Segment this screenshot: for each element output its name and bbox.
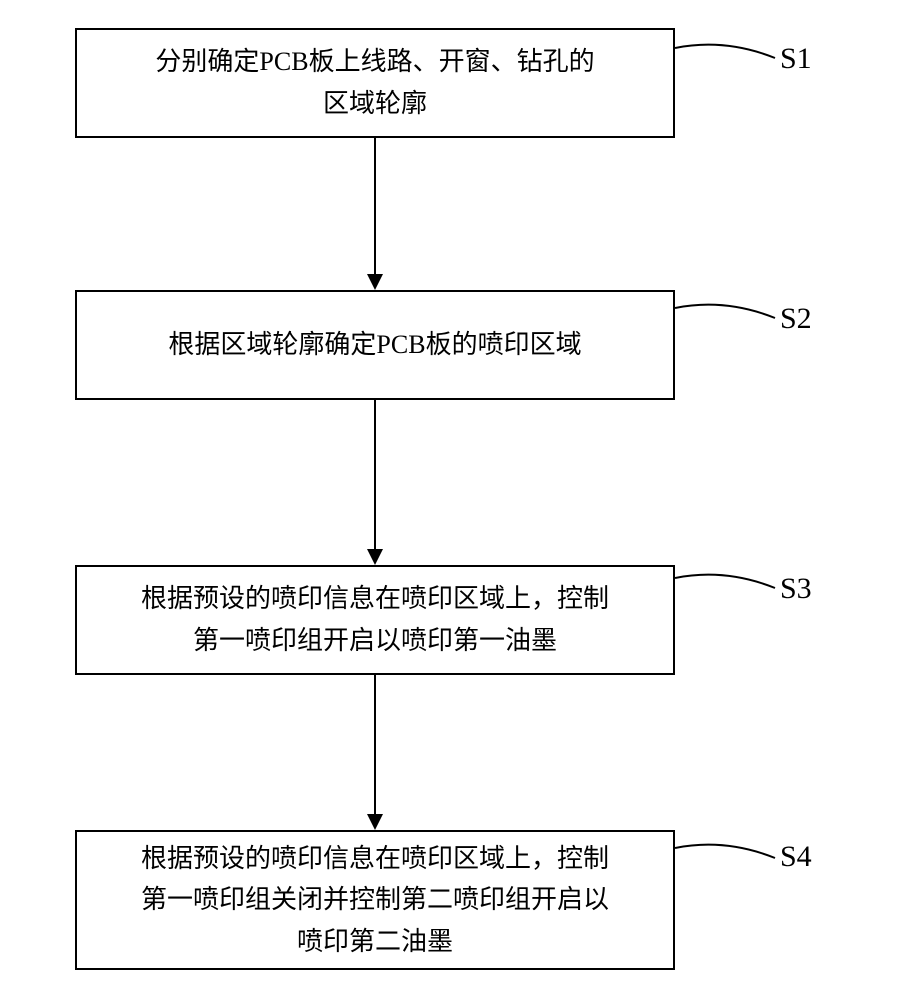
flow-box-s4: 根据预设的喷印信息在喷印区域上，控制 第一喷印组关闭并控制第二喷印组开启以 喷印… [75,830,675,970]
flow-text-s2: 根据区域轮廓确定PCB板的喷印区域 [168,324,581,366]
flow-text-s4: 根据预设的喷印信息在喷印区域上，控制 第一喷印组关闭并控制第二喷印组开启以 喷印… [141,838,609,963]
step-label-s3: S3 [780,572,812,606]
step-label-s1: S1 [780,42,812,76]
arrow-s1-s2 [374,138,376,274]
arrow-s3-s4 [374,675,376,814]
arrow-head-s1-s2 [367,274,383,290]
flow-text-s3: 根据预设的喷印信息在喷印区域上，控制 第一喷印组开启以喷印第一油墨 [141,578,609,661]
connector-s4 [675,838,780,873]
connector-s2 [675,298,780,333]
connector-s3 [675,568,780,603]
connector-s1 [675,38,780,73]
flow-box-s2: 根据区域轮廓确定PCB板的喷印区域 [75,290,675,400]
arrow-s2-s3 [374,400,376,549]
step-label-s2: S2 [780,302,812,336]
flow-box-s3: 根据预设的喷印信息在喷印区域上，控制 第一喷印组开启以喷印第一油墨 [75,565,675,675]
step-label-s4: S4 [780,840,812,874]
arrow-head-s3-s4 [367,814,383,830]
arrow-head-s2-s3 [367,549,383,565]
flowchart-container: 分别确定PCB板上线路、开窗、钻孔的 区域轮廓 S1 根据区域轮廓确定PCB板的… [0,0,897,1000]
flow-box-s1: 分别确定PCB板上线路、开窗、钻孔的 区域轮廓 [75,28,675,138]
flow-text-s1: 分别确定PCB板上线路、开窗、钻孔的 区域轮廓 [155,41,594,124]
